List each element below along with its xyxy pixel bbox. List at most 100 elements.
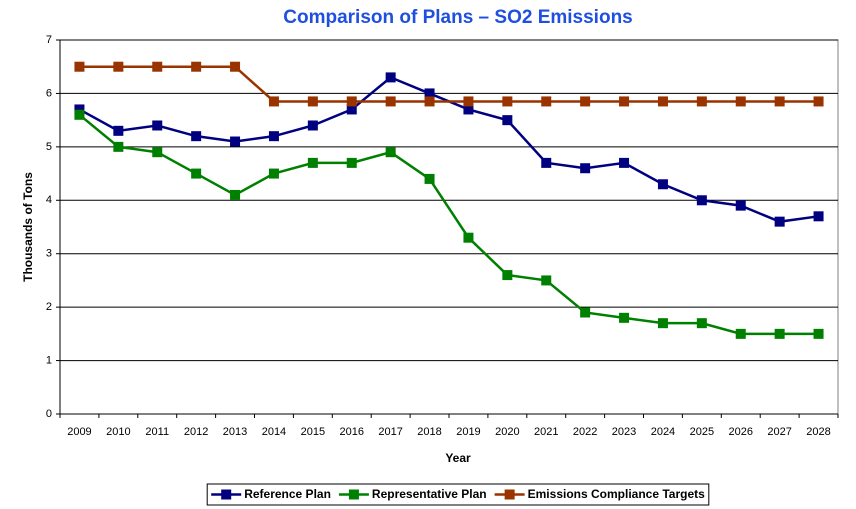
point-marker bbox=[541, 275, 552, 286]
x-tick-label: 2028 bbox=[806, 426, 830, 438]
point-marker bbox=[307, 96, 318, 107]
point-marker bbox=[774, 216, 785, 227]
point-marker bbox=[696, 195, 707, 206]
legend-label: Reference Plan bbox=[244, 487, 331, 501]
point-marker bbox=[113, 125, 124, 136]
x-tick-label: 2020 bbox=[495, 426, 519, 438]
point-marker bbox=[230, 61, 241, 72]
point-marker bbox=[580, 307, 591, 318]
point-marker bbox=[424, 88, 435, 99]
y-tick-label: 7 bbox=[46, 34, 52, 46]
point-marker bbox=[424, 96, 435, 107]
legend: Reference Plan Representative Plan Emissio… bbox=[206, 483, 710, 506]
point-marker bbox=[774, 328, 785, 339]
point-marker bbox=[657, 96, 668, 107]
point-marker bbox=[657, 179, 668, 190]
point-marker bbox=[541, 96, 552, 107]
point-marker bbox=[580, 96, 591, 107]
point-marker bbox=[424, 173, 435, 184]
legend-box bbox=[206, 483, 710, 506]
y-axis-title: Thousands of Tons bbox=[21, 172, 35, 282]
y-tick-label: 1 bbox=[46, 354, 52, 366]
point-marker bbox=[268, 131, 279, 142]
point-marker bbox=[346, 104, 357, 115]
point-marker bbox=[619, 96, 630, 107]
legend-marker bbox=[221, 489, 232, 500]
point-marker bbox=[307, 120, 318, 131]
point-marker bbox=[541, 157, 552, 168]
point-marker bbox=[268, 96, 279, 107]
point-marker bbox=[774, 96, 785, 107]
x-axis-title: Year bbox=[445, 451, 471, 465]
x-tick-label: 2011 bbox=[145, 426, 169, 438]
point-marker bbox=[346, 96, 357, 107]
point-marker bbox=[74, 109, 85, 120]
point-marker bbox=[502, 270, 513, 281]
point-marker bbox=[463, 232, 474, 243]
point-marker bbox=[152, 147, 163, 158]
point-marker bbox=[813, 96, 824, 107]
y-tick-label: 5 bbox=[46, 141, 52, 153]
x-tick-label: 2024 bbox=[651, 426, 675, 438]
point-marker bbox=[463, 96, 474, 107]
point-marker bbox=[735, 200, 746, 211]
point-marker bbox=[268, 168, 279, 179]
x-tick-label: 2012 bbox=[184, 426, 208, 438]
legend-marker bbox=[504, 489, 515, 500]
point-marker bbox=[385, 96, 396, 107]
point-marker bbox=[113, 141, 124, 152]
point-marker bbox=[580, 163, 591, 174]
point-marker bbox=[385, 72, 396, 83]
legend-label: Representative Plan bbox=[372, 487, 487, 501]
x-tick-label: 2027 bbox=[767, 426, 791, 438]
point-marker bbox=[696, 318, 707, 329]
point-marker bbox=[230, 136, 241, 147]
y-tick-label: 3 bbox=[46, 248, 52, 260]
x-tick-label: 2018 bbox=[417, 426, 441, 438]
point-marker bbox=[813, 328, 824, 339]
point-marker bbox=[813, 211, 824, 222]
point-marker bbox=[502, 96, 513, 107]
point-marker bbox=[463, 104, 474, 115]
point-marker bbox=[230, 189, 241, 200]
point-marker bbox=[152, 61, 163, 72]
plot-area bbox=[59, 39, 839, 415]
x-tick-label: 2013 bbox=[223, 426, 247, 438]
point-marker bbox=[191, 168, 202, 179]
point-marker bbox=[346, 157, 357, 168]
point-marker bbox=[74, 61, 85, 72]
x-tick-label: 2021 bbox=[534, 426, 558, 438]
point-marker bbox=[735, 96, 746, 107]
point-marker bbox=[696, 96, 707, 107]
x-tick-label: 2022 bbox=[573, 426, 597, 438]
point-marker bbox=[74, 104, 85, 115]
series-line bbox=[78, 113, 819, 336]
x-tick-label: 2023 bbox=[612, 426, 636, 438]
legend-item: Emissions Compliance Targets bbox=[494, 487, 705, 501]
x-tick-label: 2025 bbox=[690, 426, 714, 438]
point-marker bbox=[502, 115, 513, 126]
point-marker bbox=[307, 157, 318, 168]
x-tick-label: 2026 bbox=[729, 426, 753, 438]
x-tick-label: 2015 bbox=[301, 426, 325, 438]
legend-label: Emissions Compliance Targets bbox=[528, 487, 705, 501]
point-marker bbox=[113, 61, 124, 72]
y-tick-label: 2 bbox=[46, 301, 52, 313]
point-marker bbox=[619, 157, 630, 168]
chart-title: Comparison of Plans – SO2 Emissions bbox=[283, 7, 633, 28]
legend-marker bbox=[348, 489, 359, 500]
point-marker bbox=[385, 147, 396, 158]
x-tick-label: 2014 bbox=[262, 426, 286, 438]
x-tick-label: 2017 bbox=[378, 426, 402, 438]
legend-item: Reference Plan bbox=[211, 487, 331, 501]
point-marker bbox=[152, 120, 163, 131]
point-marker bbox=[619, 312, 630, 323]
point-marker bbox=[191, 131, 202, 142]
y-tick-label: 4 bbox=[46, 194, 52, 206]
point-marker bbox=[735, 328, 746, 339]
point-marker bbox=[657, 318, 668, 329]
y-tick-label: 0 bbox=[46, 408, 52, 420]
legend-item: Representative Plan bbox=[338, 487, 487, 501]
series-line bbox=[79, 65, 819, 103]
